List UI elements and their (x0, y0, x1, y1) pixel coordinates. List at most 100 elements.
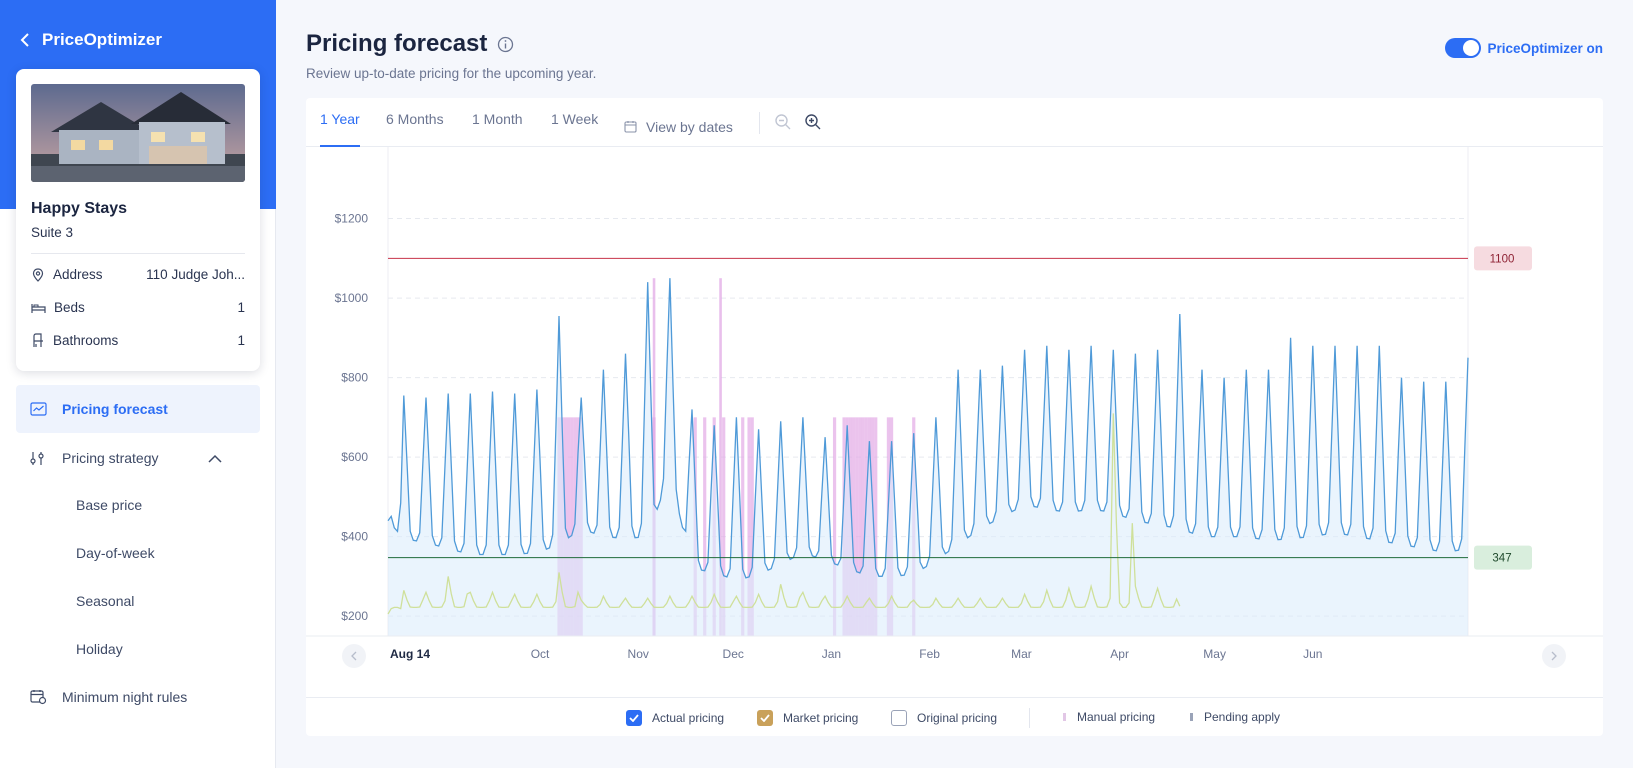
main-content: Pricing forecast Review up-to-date prici… (276, 0, 1633, 768)
chevron-right-icon (1551, 651, 1557, 661)
tab-label: View by dates (646, 118, 733, 135)
tab-1-month[interactable]: 1 Month (472, 111, 523, 127)
legend-separator (1029, 708, 1030, 728)
info-label: Bathrooms (53, 333, 119, 348)
scroll-right-button[interactable] (1542, 644, 1566, 668)
manual-pricing-bar (861, 417, 865, 636)
nav-sub-seasonal[interactable]: Seasonal (76, 593, 135, 609)
checkbox-checked-icon[interactable] (626, 710, 642, 726)
forecast-panel: 1 Year 6 Months 1 Month 1 Week View by d… (306, 98, 1603, 736)
nav-sub-day-of-week[interactable]: Day-of-week (76, 545, 155, 561)
info-icon[interactable] (497, 36, 514, 53)
nav-pricing-forecast[interactable]: Pricing forecast (16, 385, 260, 433)
manual-pricing-bar (855, 417, 859, 636)
manual-pricing-bar (566, 417, 571, 636)
min-price-label: 347 (1492, 553, 1511, 565)
manual-pricing-bar (741, 417, 745, 636)
info-value: 1 (237, 300, 245, 315)
priceoptimizer-toggle[interactable]: PriceOptimizer on (1445, 38, 1603, 58)
checkbox-unchecked-icon[interactable] (891, 710, 907, 726)
y-tick-label: $400 (341, 530, 368, 544)
manual-pricing-bar (832, 417, 837, 636)
manual-pricing-bar (858, 417, 862, 636)
page-title-text: Pricing forecast (306, 30, 488, 57)
info-label: Beds (54, 300, 85, 315)
min-price-badge (1474, 545, 1532, 570)
legend-actual-pricing[interactable]: Actual pricing (626, 710, 724, 726)
back-link[interactable]: PriceOptimizer (20, 30, 162, 50)
zoom-out-icon[interactable] (774, 113, 792, 131)
x-tick-label: Nov (628, 647, 649, 661)
card-divider (31, 253, 245, 254)
x-tick-label: Jan (822, 647, 841, 661)
max-price-badge (1474, 246, 1532, 271)
bathtub-icon (33, 333, 43, 347)
back-link-label: PriceOptimizer (42, 30, 162, 49)
property-name: Happy Stays (31, 200, 128, 217)
tab-1-week[interactable]: 1 Week (551, 111, 599, 127)
legend-label: Pending apply (1204, 710, 1281, 724)
x-tick-label: May (1203, 647, 1226, 661)
property-unit: Suite 3 (31, 225, 74, 240)
tab-6-months[interactable]: 6 Months (386, 111, 444, 127)
info-row-beds: Beds 1 (31, 291, 245, 324)
nav-label: Pricing forecast (62, 401, 168, 417)
property-photo (31, 84, 245, 182)
tab-1-year[interactable]: 1 Year (320, 98, 360, 147)
property-card: Happy Stays Suite 3 Address 110 Judge Jo… (16, 69, 260, 371)
info-label: Address (53, 267, 103, 282)
actual-pricing-area (388, 278, 1468, 636)
toggle-knob (1463, 40, 1480, 56)
tab-separator (759, 112, 760, 134)
manual-pricing-bar (652, 278, 656, 636)
pending-bar-icon (1190, 713, 1193, 721)
manual-pricing-bar (750, 417, 754, 636)
manual-pricing-bar (570, 417, 574, 636)
legend-market-pricing[interactable]: Market pricing (757, 710, 858, 726)
nav-label: Minimum night rules (62, 689, 188, 705)
checkbox-checked-icon[interactable] (757, 710, 773, 726)
y-tick-label: $800 (341, 371, 368, 385)
calendar-icon (624, 121, 637, 133)
sidebar: PriceOptimizer (0, 0, 276, 768)
chevron-left-icon (20, 33, 29, 47)
manual-pricing-bar (851, 417, 856, 636)
market-pricing-line (387, 413, 1181, 615)
location-pin-icon (32, 267, 44, 282)
actual-pricing-line (387, 278, 1469, 579)
chevron-up-icon[interactable] (208, 454, 222, 463)
manual-pricing-bar (747, 417, 751, 636)
x-tick-label: Apr (1110, 647, 1129, 661)
forecast-chart[interactable]: $200 $400 $600 $800 $1000 $1200 1100 347 Aug 14 O… (306, 147, 1603, 697)
nav-sub-holiday[interactable]: Holiday (76, 641, 123, 657)
toggle-switch[interactable] (1445, 38, 1482, 58)
nav-minimum-night-rules[interactable]: Minimum night rules (16, 685, 260, 709)
manual-pricing-bar (874, 417, 878, 636)
x-tick-label: Feb (919, 647, 940, 661)
tab-view-by-dates[interactable]: View by dates (624, 98, 733, 147)
legend-original-pricing[interactable]: Original pricing (891, 710, 997, 726)
chart-line-icon (30, 402, 47, 416)
range-tabs: 1 Year 6 Months 1 Month 1 Week View by d… (306, 98, 1603, 147)
manual-pricing-bar (722, 417, 726, 636)
legend-manual-pricing: Manual pricing (1063, 710, 1155, 724)
manual-pricing-bar (703, 417, 707, 636)
legend-label: Original pricing (917, 711, 998, 725)
page-title: Pricing forecast (306, 30, 514, 58)
x-tick-label: Jun (1303, 647, 1322, 661)
info-row-address: Address 110 Judge Joh... (31, 258, 245, 291)
legend-label: Actual pricing (652, 711, 725, 725)
manual-bar-icon (1063, 713, 1066, 721)
x-tick-label: Mar (1011, 647, 1032, 661)
info-value: 110 Judge Joh... (146, 267, 245, 282)
info-row-bathrooms: Bathrooms 1 (31, 324, 245, 357)
legend-pending-apply: Pending apply (1190, 710, 1280, 724)
scroll-left-button[interactable] (342, 644, 366, 668)
nav-sub-base-price[interactable]: Base price (76, 497, 143, 513)
info-value: 1 (237, 333, 245, 348)
sliders-icon (30, 451, 44, 465)
x-tick-label: Aug 14 (390, 647, 430, 661)
zoom-in-icon[interactable] (804, 113, 822, 131)
y-tick-label: $1200 (335, 212, 369, 226)
nav-pricing-strategy[interactable]: Pricing strategy (16, 446, 260, 470)
